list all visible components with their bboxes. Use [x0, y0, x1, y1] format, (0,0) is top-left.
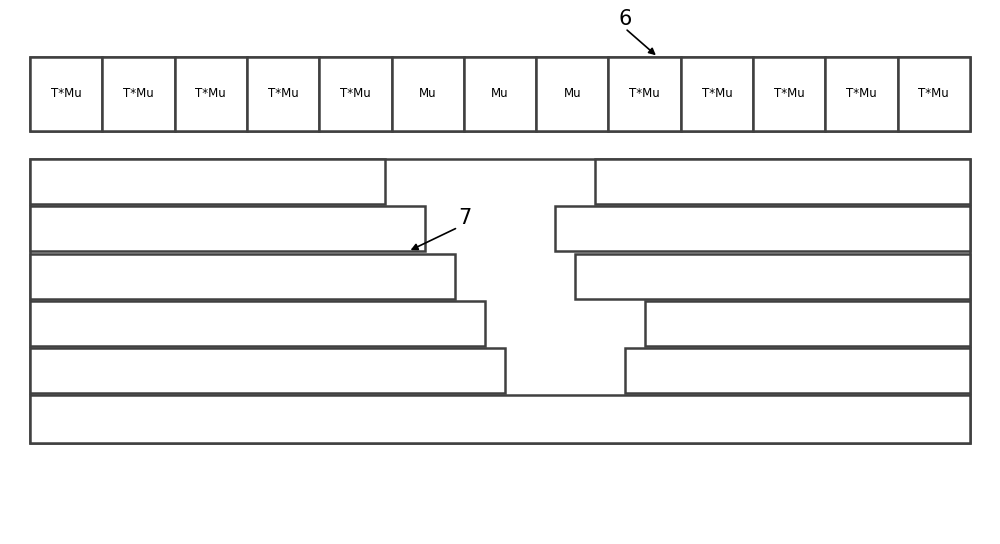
Text: T*Mu: T*Mu [268, 88, 298, 100]
Bar [898, 57, 970, 131]
Bar [608, 57, 681, 131]
Text: T*Mu: T*Mu [51, 88, 82, 100]
Text: T*Mu: T*Mu [846, 88, 877, 100]
Bar [175, 57, 247, 131]
Bar [645, 301, 970, 346]
Bar [825, 57, 898, 131]
Bar [30, 301, 485, 346]
Text: T*Mu: T*Mu [195, 88, 226, 100]
Text: 6: 6 [618, 9, 632, 29]
Text: Mu: Mu [491, 88, 509, 100]
Bar [30, 395, 970, 443]
Text: T*Mu: T*Mu [123, 88, 154, 100]
Bar [30, 348, 505, 393]
Bar [536, 57, 608, 131]
Bar [102, 57, 175, 131]
Bar [30, 159, 970, 443]
Bar [319, 57, 392, 131]
Bar [595, 159, 970, 204]
Text: 7: 7 [458, 208, 472, 227]
Bar [681, 57, 753, 131]
Bar [30, 159, 385, 204]
Text: Mu: Mu [563, 88, 581, 100]
Text: T*Mu: T*Mu [918, 88, 949, 100]
Bar [30, 206, 425, 251]
Text: Mu: Mu [419, 88, 437, 100]
Bar [464, 57, 536, 131]
Bar [625, 348, 970, 393]
Bar [392, 57, 464, 131]
Bar [575, 254, 970, 299]
Text: T*Mu: T*Mu [702, 88, 732, 100]
Text: T*Mu: T*Mu [629, 88, 660, 100]
Bar [753, 57, 825, 131]
Bar [555, 206, 970, 251]
Text: T*Mu: T*Mu [774, 88, 805, 100]
Bar [30, 57, 970, 131]
Bar [247, 57, 319, 131]
Bar [30, 57, 102, 131]
Bar [30, 254, 455, 299]
Text: T*Mu: T*Mu [340, 88, 371, 100]
